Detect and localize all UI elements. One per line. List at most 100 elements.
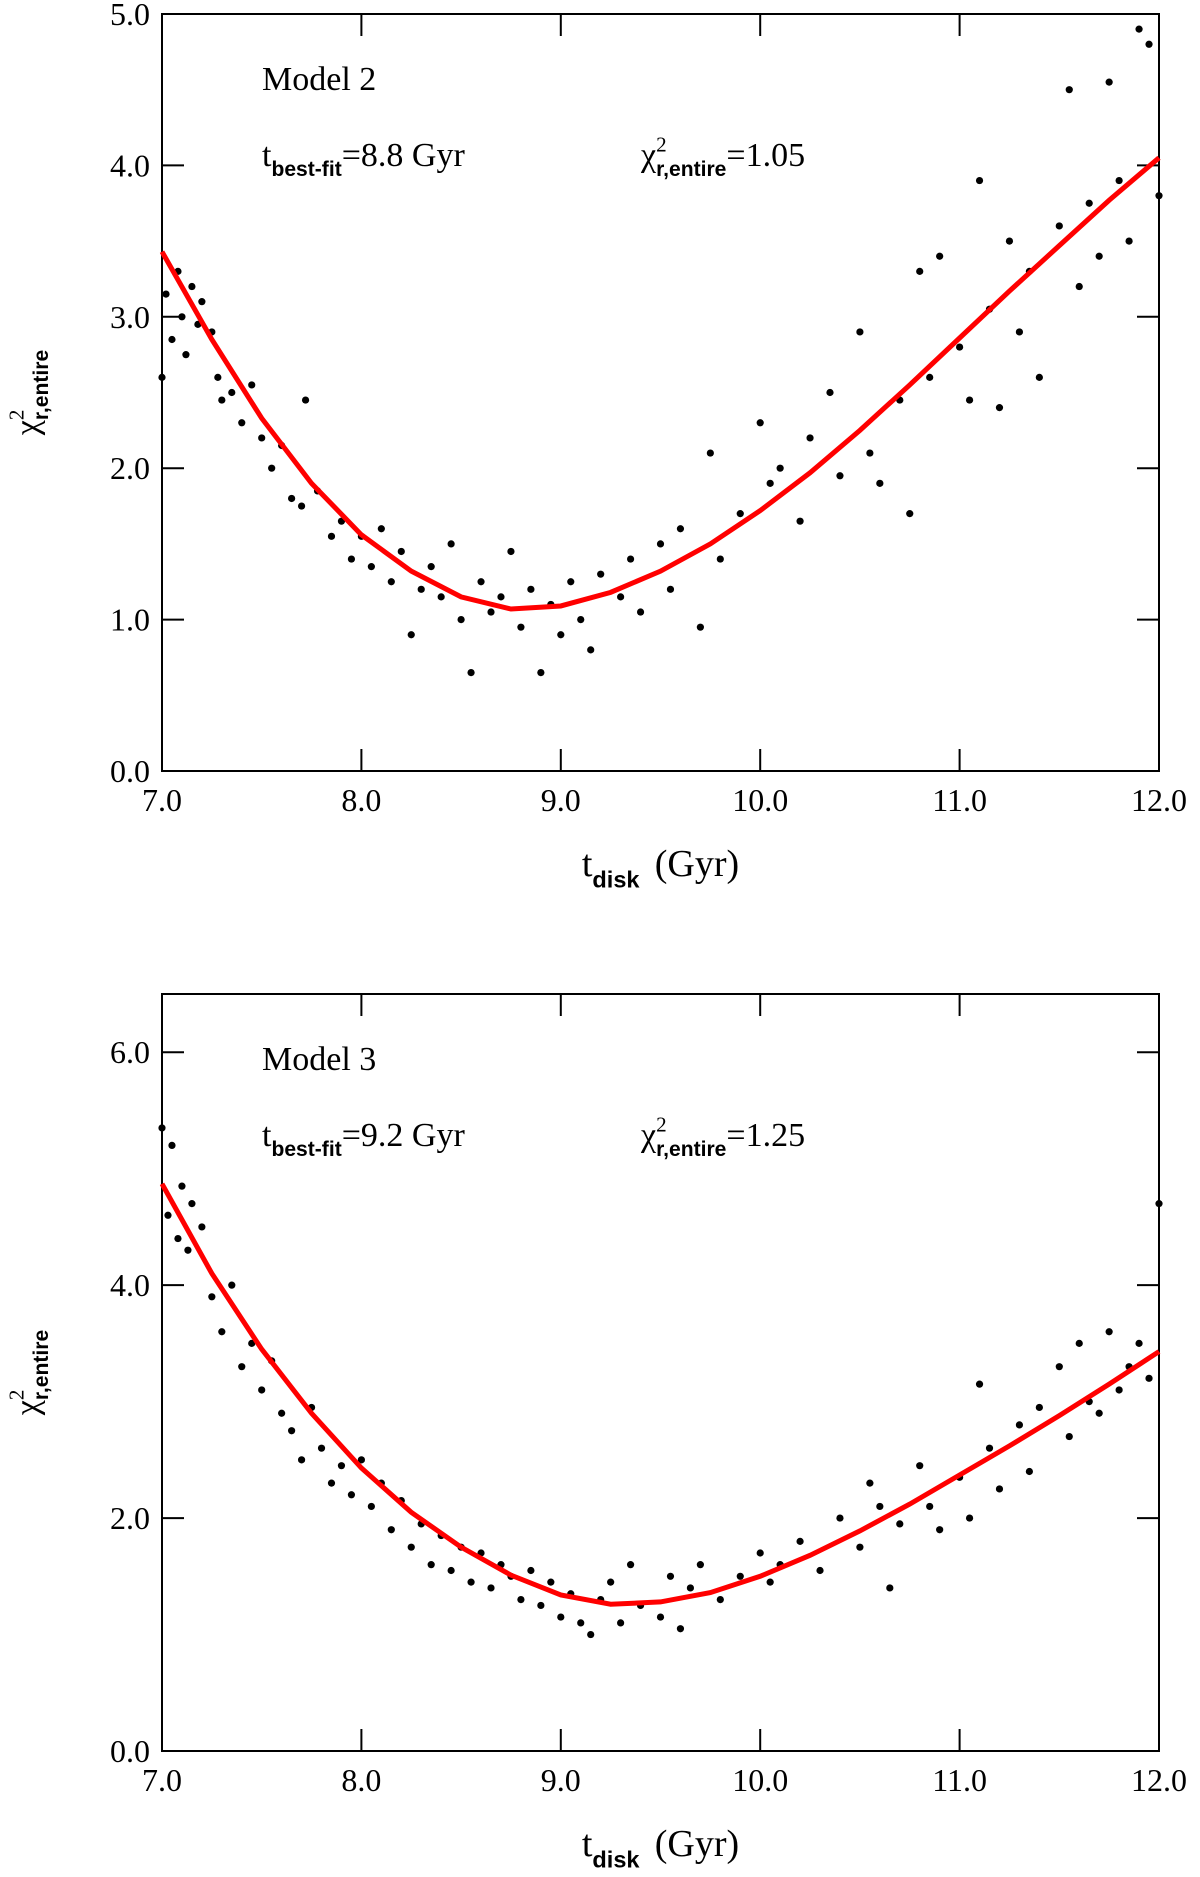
y-axis-label: χ2r,entire: [5, 1330, 53, 1416]
data-point: [347, 555, 356, 563]
data-point: [317, 1444, 326, 1452]
data-point: [896, 1520, 904, 1528]
label-sub: r,entire: [30, 1330, 53, 1400]
label-text: =9.2 Gyr: [342, 1117, 466, 1154]
data-point: [666, 585, 675, 593]
data-point: [1055, 1363, 1063, 1371]
data-point: [467, 668, 475, 677]
x-tick-label: 11.0: [932, 782, 987, 818]
data-point: [826, 388, 834, 397]
chi-label: χ2 r,entire=1.25: [640, 1113, 805, 1161]
data-point: [1135, 25, 1143, 33]
data-point: [756, 419, 764, 427]
data-point: [587, 1630, 595, 1639]
data-point: [756, 1549, 764, 1557]
data-point: [427, 1561, 435, 1569]
data-point: [527, 1566, 535, 1575]
data-point: [457, 616, 465, 624]
data-point: [557, 631, 565, 639]
data-point: [656, 540, 665, 548]
data-point: [288, 494, 296, 503]
data-point: [936, 1526, 944, 1534]
label-sup: 2: [656, 133, 667, 157]
data-point: [926, 373, 934, 381]
data-point: [198, 1223, 206, 1231]
data-point: [626, 555, 635, 563]
data-point: [577, 616, 585, 624]
data-point: [836, 472, 844, 480]
data-point: [995, 404, 1004, 412]
data-point: [886, 1584, 894, 1592]
data-point: [866, 449, 874, 457]
data-point: [716, 1596, 724, 1604]
label-sup: 2: [656, 1113, 667, 1137]
data-point: [467, 1578, 475, 1586]
data-point: [407, 631, 415, 639]
y-tick-label: 5.0: [110, 0, 150, 32]
data-point: [507, 547, 515, 556]
label-sup: 2: [5, 410, 29, 421]
data-point: [1075, 282, 1083, 291]
data-point: [297, 1456, 306, 1464]
data-point: [1025, 1467, 1033, 1476]
label-sub: r,entire: [656, 1138, 726, 1161]
x-tick-label: 11.0: [932, 1762, 987, 1798]
data-point: [836, 1514, 844, 1522]
data-point: [916, 1462, 924, 1470]
data-point: [706, 449, 714, 457]
label-base: t: [582, 1823, 593, 1865]
data-point: [278, 1409, 286, 1417]
data-point: [1105, 1328, 1113, 1336]
data-point: [1145, 1374, 1153, 1382]
fit-curve: [159, 1182, 1161, 1607]
data-point: [557, 1613, 565, 1621]
data-point: [607, 1578, 615, 1586]
data-point: [527, 585, 535, 593]
data-point: [238, 419, 246, 427]
data-point: [248, 381, 256, 389]
data-point: [985, 1444, 994, 1452]
data-point: [666, 1572, 675, 1580]
data-point: [1065, 86, 1073, 94]
label-text: (Gyr): [655, 843, 739, 885]
x-tick-label: 10.0: [732, 782, 788, 818]
x-tick-label: 10.0: [732, 1762, 788, 1798]
data-point: [716, 555, 724, 563]
data-point: [347, 1491, 356, 1499]
data-point: [936, 252, 944, 260]
data-point: [268, 464, 276, 472]
data-point: [218, 396, 226, 404]
data-point: [796, 1537, 804, 1545]
data-point: [228, 1281, 236, 1289]
panel-title: Model 2: [262, 61, 376, 98]
y-tick-label: 3.0: [110, 299, 150, 335]
data-point: [168, 335, 176, 344]
data-point: [1095, 252, 1103, 260]
data-point: [437, 593, 445, 601]
y-tick-label: 1.0: [110, 602, 150, 638]
data-point: [337, 1462, 346, 1470]
y-axis-label: χ2r,entire: [5, 350, 53, 436]
data-point: [796, 517, 804, 525]
data-point: [288, 1427, 296, 1435]
data-point: [1055, 222, 1063, 230]
data-point: [174, 1234, 182, 1243]
data-point: [1085, 199, 1093, 207]
fit-curve: [159, 155, 1161, 612]
data-point: [208, 1293, 216, 1301]
data-point: [1015, 328, 1024, 336]
y-tick-label: 2.0: [110, 450, 150, 486]
data-point: [517, 623, 525, 631]
label-sub: r,entire: [656, 158, 726, 181]
data-point: [377, 525, 385, 533]
data-point: [696, 1561, 704, 1569]
data-point: [636, 608, 645, 616]
data-point: [1095, 1409, 1103, 1417]
data-point: [597, 570, 605, 578]
data-point: [427, 563, 435, 571]
data-point: [1105, 78, 1113, 86]
data-point: [686, 1584, 695, 1592]
data-point: [965, 396, 974, 404]
data-point: [856, 328, 864, 336]
data-point: [816, 1566, 824, 1575]
